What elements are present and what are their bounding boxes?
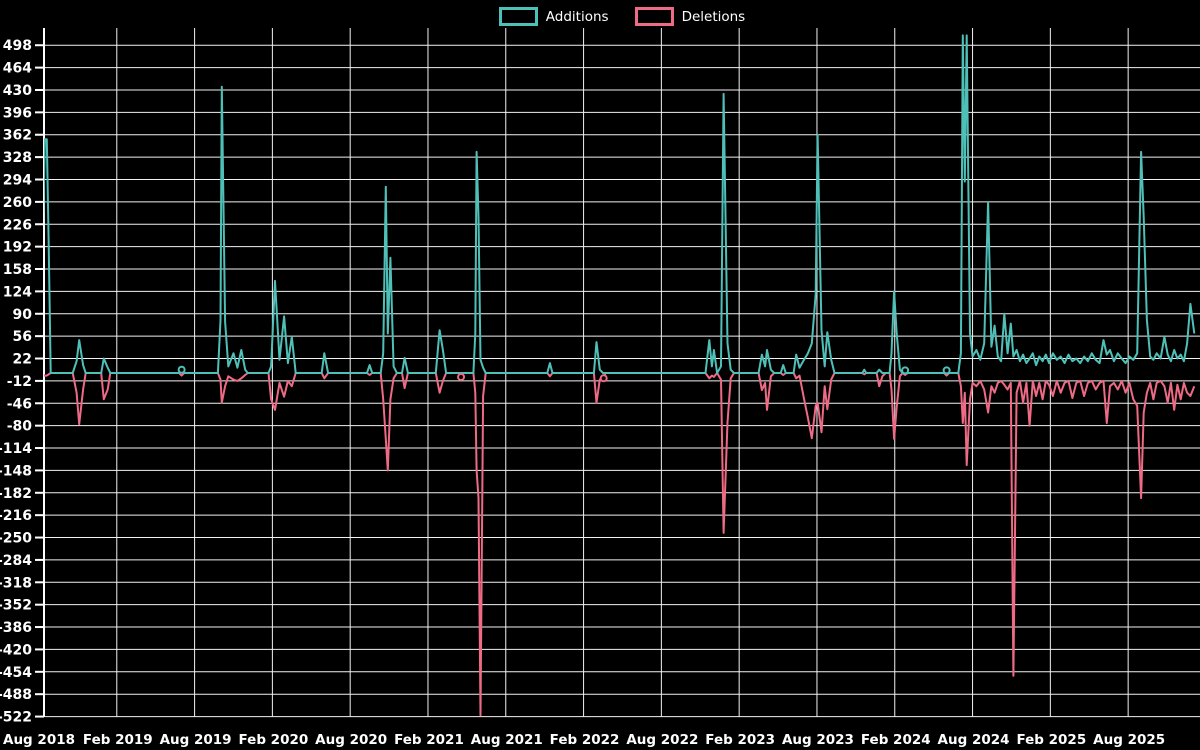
x-tick-label: Aug 2021 [471, 732, 543, 748]
legend-item-additions[interactable]: Additions [498, 7, 609, 26]
additions-point-marker [901, 366, 910, 375]
y-tick-label: 260 [3, 195, 32, 211]
additions-swatch [498, 7, 538, 26]
x-tick-label: Feb 2022 [550, 732, 620, 748]
deletions-swatch [634, 7, 674, 26]
y-tick-label: 192 [3, 240, 32, 256]
x-tick-label: Aug 2018 [3, 732, 75, 748]
y-tick-label: -114 [0, 441, 32, 457]
y-tick-label: -488 [0, 687, 32, 703]
y-tick-label: -216 [0, 508, 32, 524]
y-tick-label: -148 [0, 463, 32, 479]
x-tick-label: Feb 2020 [238, 732, 308, 748]
y-tick-label: -318 [0, 575, 32, 591]
y-tick-label: 498 [3, 38, 32, 54]
y-tick-label: 158 [3, 262, 32, 278]
y-tick-label: -352 [0, 598, 32, 614]
y-tick-label: 362 [3, 128, 32, 144]
y-tick-label: 124 [3, 284, 32, 300]
x-tick-label: Feb 2021 [394, 732, 464, 748]
chart-legend: Additions Deletions [44, 7, 1200, 26]
y-tick-label: 464 [3, 61, 32, 77]
deletions-point-marker [457, 372, 466, 381]
y-tick-label: -284 [0, 553, 32, 569]
y-tick-label: -454 [0, 665, 32, 681]
legend-label-deletions: Deletions [681, 8, 746, 25]
y-tick-label: 22 [13, 352, 32, 368]
x-tick-label: Feb 2023 [705, 732, 775, 748]
y-tick-label: -46 [7, 396, 32, 412]
x-tick-label: Feb 2024 [861, 732, 931, 748]
additions-point-marker [942, 366, 951, 375]
legend-label-additions: Additions [545, 8, 609, 25]
y-tick-label: 56 [13, 329, 32, 345]
y-tick-label: 90 [13, 307, 33, 323]
y-tick-label: 396 [3, 105, 32, 121]
x-tick-label: Feb 2019 [83, 732, 153, 748]
deletions-point-marker [599, 374, 608, 383]
x-tick-label: Aug 2022 [626, 732, 698, 748]
y-tick-label: -522 [0, 710, 32, 726]
x-tick-label: Aug 2020 [315, 732, 387, 748]
x-tick-label: Aug 2025 [1093, 732, 1165, 748]
y-tick-label: 226 [3, 217, 32, 233]
y-tick-label: 294 [3, 172, 32, 188]
y-tick-label: -420 [0, 642, 32, 658]
legend-item-deletions[interactable]: Deletions [634, 7, 746, 26]
x-tick-label: Aug 2023 [782, 732, 854, 748]
y-tick-label: 328 [3, 150, 32, 166]
x-tick-label: Aug 2019 [160, 732, 232, 748]
y-tick-label: -250 [0, 531, 32, 547]
deletions-line [44, 372, 1196, 717]
y-tick-label: 430 [3, 83, 32, 99]
additions-line [44, 34, 1196, 374]
additions-point-marker [177, 365, 186, 374]
y-tick-label: -12 [7, 374, 32, 390]
y-tick-label: -182 [0, 486, 32, 502]
y-tick-label: -80 [7, 419, 33, 435]
y-tick-label: -386 [0, 620, 32, 636]
x-tick-label: Feb 2025 [1016, 732, 1086, 748]
x-tick-label: Aug 2024 [938, 732, 1010, 748]
